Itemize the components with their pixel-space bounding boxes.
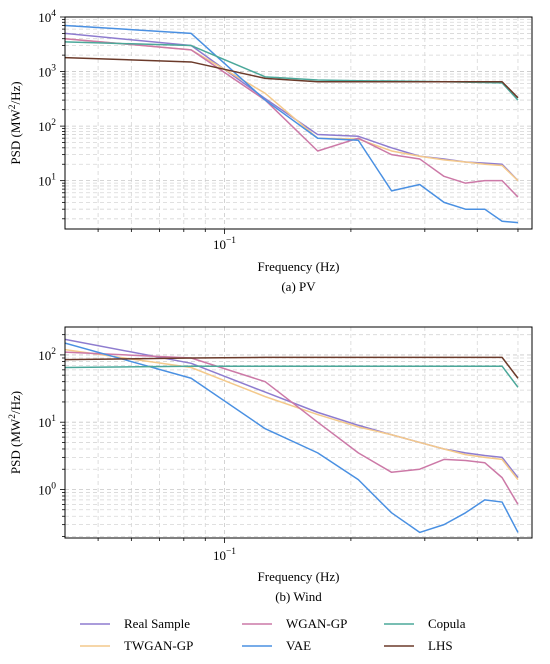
y-tick-label-exponent: 0 [51, 481, 56, 491]
series-line-vae [65, 24, 519, 224]
legend: Real Sample WGAN-GP Copula TWGAN-GP VAE LHS [80, 616, 466, 653]
series-line-wgan-gp [65, 351, 519, 505]
series-line-lhs [65, 56, 519, 99]
legend-label: TWGAN-GP [124, 638, 193, 653]
y-tick-label: 100 [38, 481, 56, 497]
x-tick-label-base: 10 [213, 548, 226, 563]
x-tick-label-exponent: −1 [226, 236, 236, 246]
y-tick-label-exponent: 1 [51, 414, 56, 424]
plot-frame [64, 16, 533, 230]
legend-label: VAE [286, 638, 311, 653]
y-axis-title-main: PSD (MW [8, 109, 23, 165]
y-axis-title: PSD (MW2/Hz) [8, 391, 23, 474]
legend-item-vae: VAE [242, 638, 311, 653]
y-axis-title-sup: 2 [8, 104, 18, 109]
y-tick-label-exponent: 1 [51, 173, 56, 183]
series-line-copula [65, 365, 519, 388]
legend-item-real-sample: Real Sample [80, 616, 190, 631]
x-tick-label-exponent: −1 [226, 547, 236, 557]
y-tick-label-base: 10 [38, 119, 51, 134]
y-axis-title: PSD (MW2/Hz) [8, 81, 23, 164]
y-tick-label: 103 [38, 64, 56, 80]
y-tick-label-exponent: 3 [51, 64, 56, 74]
x-tick-label: 10−1 [213, 236, 236, 252]
y-tick-label-base: 10 [38, 482, 51, 497]
legend-label: Real Sample [124, 616, 190, 631]
panel-caption: (a) PV [281, 279, 316, 294]
x-tick-label: 10−1 [213, 547, 236, 563]
panel-caption: (b) Wind [275, 589, 322, 604]
y-axis-title-tail: /Hz) [8, 81, 23, 104]
y-tick-label-base: 10 [38, 65, 51, 80]
y-tick-label-base: 10 [38, 348, 51, 363]
x-tick-label-base: 10 [213, 237, 226, 252]
legend-label: WGAN-GP [286, 616, 347, 631]
grid-lines [65, 16, 532, 229]
y-tick-label: 102 [38, 118, 56, 134]
tick-marks [60, 334, 519, 543]
y-axis-title-tail: /Hz) [8, 391, 23, 414]
y-axis-title-sup: 2 [8, 414, 18, 419]
x-axis-title: Frequency (Hz) [258, 259, 340, 274]
y-tick-label-base: 10 [38, 10, 51, 25]
series-line-twgan-gp [65, 37, 519, 182]
legend-item-twgan-gp: TWGAN-GP [80, 638, 193, 653]
series-line-real-sample [65, 338, 519, 479]
y-axis-title-main: PSD (MW [8, 418, 23, 474]
series-line-copula [65, 41, 519, 101]
y-tick-label: 104 [38, 9, 56, 25]
series-line-lhs [65, 356, 519, 379]
y-tick-label-base: 10 [38, 174, 51, 189]
legend-item-copula: Copula [384, 616, 466, 631]
x-axis-title: Frequency (Hz) [258, 569, 340, 584]
y-tick-label: 101 [38, 173, 56, 189]
y-tick-label: 101 [38, 414, 56, 430]
y-tick-label: 102 [38, 347, 56, 363]
legend-item-wgan-gp: WGAN-GP [242, 616, 347, 631]
series-lines [65, 24, 519, 224]
y-tick-label-exponent: 2 [51, 347, 56, 357]
y-tick-label-base: 10 [38, 415, 51, 430]
series-lines [65, 338, 519, 534]
series-line-wgan-gp [65, 37, 519, 198]
tick-marks [60, 16, 519, 234]
y-tick-label-exponent: 4 [51, 9, 56, 19]
series-line-twgan-gp [65, 348, 519, 481]
legend-label: LHS [428, 638, 453, 653]
grid-lines [65, 327, 532, 538]
series-line-vae [65, 342, 519, 534]
y-tick-label-exponent: 2 [51, 118, 56, 128]
legend-label: Copula [428, 616, 466, 631]
legend-item-lhs: LHS [384, 638, 453, 653]
